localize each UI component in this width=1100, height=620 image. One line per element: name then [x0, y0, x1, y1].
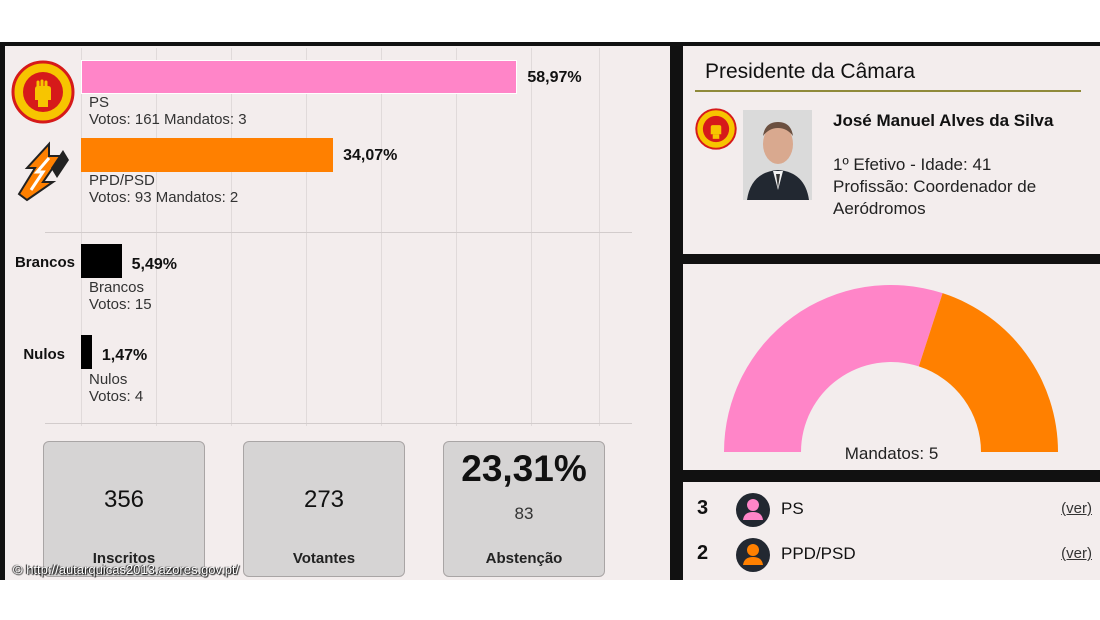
- inscritos-label: Inscritos: [92, 550, 156, 567]
- bar-brancos: [81, 244, 122, 278]
- pct-label-brancos: 5,49%: [131, 256, 177, 273]
- row-details-nulos: Votos: 4: [89, 388, 144, 405]
- legend-row: 3 PS (ver): [683, 491, 1100, 527]
- grid-line: [599, 48, 600, 426]
- abstencao-pct: 23,31%: [461, 448, 587, 489]
- votantes-value: 273: [303, 486, 345, 513]
- source-credit: © http://autarquicas2013.azores.gov.pt/: [13, 562, 240, 577]
- ver-link[interactable]: (ver): [1061, 500, 1092, 517]
- person-icon: [736, 538, 770, 572]
- grid-line: [531, 48, 532, 426]
- president-title: Presidente da Câmara: [705, 60, 916, 83]
- votes-panel: 58,97% PS Votos: 161 Mandatos: 3 34,07% …: [5, 46, 670, 580]
- pct-label-ps: 58,97%: [527, 69, 582, 86]
- abstencao-value: 83: [514, 504, 534, 523]
- stat-box-abstencao: 23,31% 83 Abstenção: [443, 441, 605, 577]
- row-details-ppd-psd: Votos: 93 Mandatos: 2: [89, 189, 239, 206]
- row-details-brancos: Votos: 15: [89, 296, 152, 313]
- row-name-ppd-psd: PPD/PSD: [89, 172, 155, 189]
- stat-box-votantes: 273 Votantes: [243, 441, 405, 577]
- legend-seats: 2: [697, 542, 709, 564]
- row-label-nulos: Nulos: [23, 346, 65, 363]
- separator: [45, 232, 632, 233]
- grid-line: [231, 48, 232, 426]
- psd-arrows-logo-icon: [17, 141, 69, 202]
- seats-total-label: Mandatos: 5: [844, 444, 939, 463]
- stat-box-inscritos: 356 Inscritos: [43, 441, 205, 577]
- legend-party: PS: [781, 499, 804, 518]
- ver-link[interactable]: (ver): [1061, 545, 1092, 562]
- grid-line: [306, 48, 307, 426]
- ps-fist-rose-logo-icon: [11, 60, 75, 124]
- pct-label-ppd-psd: 34,07%: [343, 147, 398, 164]
- ps-fist-rose-logo-small-icon: [695, 108, 737, 150]
- row-details-ps: Votos: 161 Mandatos: 3: [89, 111, 247, 128]
- row-name-ps: PS: [89, 94, 110, 111]
- bar-ps: [81, 60, 518, 94]
- seats-hemicycle: [724, 285, 1058, 452]
- abstencao-label: Abstenção: [485, 550, 563, 567]
- bar-nulos: [81, 335, 92, 369]
- seat-slice-ps: [724, 285, 943, 452]
- president-line2: Profissão: Coordenador de Aeródromos: [833, 177, 1037, 218]
- legend-party: PPD/PSD: [781, 544, 856, 563]
- inscritos-value: 356: [103, 486, 145, 513]
- seats-panel: Mandatos: 5: [683, 264, 1100, 470]
- row-name-brancos: Brancos: [89, 279, 145, 296]
- legend-seats: 3: [697, 497, 709, 519]
- pct-label-nulos: 1,47%: [101, 347, 148, 364]
- person-icon: [736, 493, 770, 527]
- results-frame: 58,97% PS Votos: 161 Mandatos: 3 34,07% …: [0, 42, 1100, 580]
- votantes-label: Votantes: [292, 550, 356, 567]
- row-label-brancos: Brancos: [14, 254, 75, 271]
- grid-line: [156, 48, 157, 426]
- separator: [45, 423, 632, 424]
- bar-ppd-psd: [81, 138, 334, 172]
- grid-line: [81, 48, 82, 426]
- president-line1: 1º Efetivo - Idade: 41: [833, 155, 992, 174]
- grid-line: [381, 48, 382, 426]
- president-info: 1º Efetivo - Idade: 41 Profissão: Coorde…: [833, 154, 1093, 220]
- president-panel: Presidente da Câmara José Manuel Alves d…: [683, 46, 1100, 254]
- president-photo: [743, 110, 812, 200]
- title-underline: [695, 90, 1081, 92]
- grid-line: [456, 48, 457, 426]
- person-portrait-icon: [743, 110, 812, 200]
- president-name: José Manuel Alves da Silva: [833, 111, 1054, 130]
- seats-legend: 3 PS (ver) 2 PPD/PSD (ver): [683, 482, 1100, 580]
- seat-slice-ppd-psd: [918, 293, 1058, 452]
- row-name-nulos: Nulos: [89, 371, 128, 388]
- legend-row: 2 PPD/PSD (ver): [683, 536, 1100, 572]
